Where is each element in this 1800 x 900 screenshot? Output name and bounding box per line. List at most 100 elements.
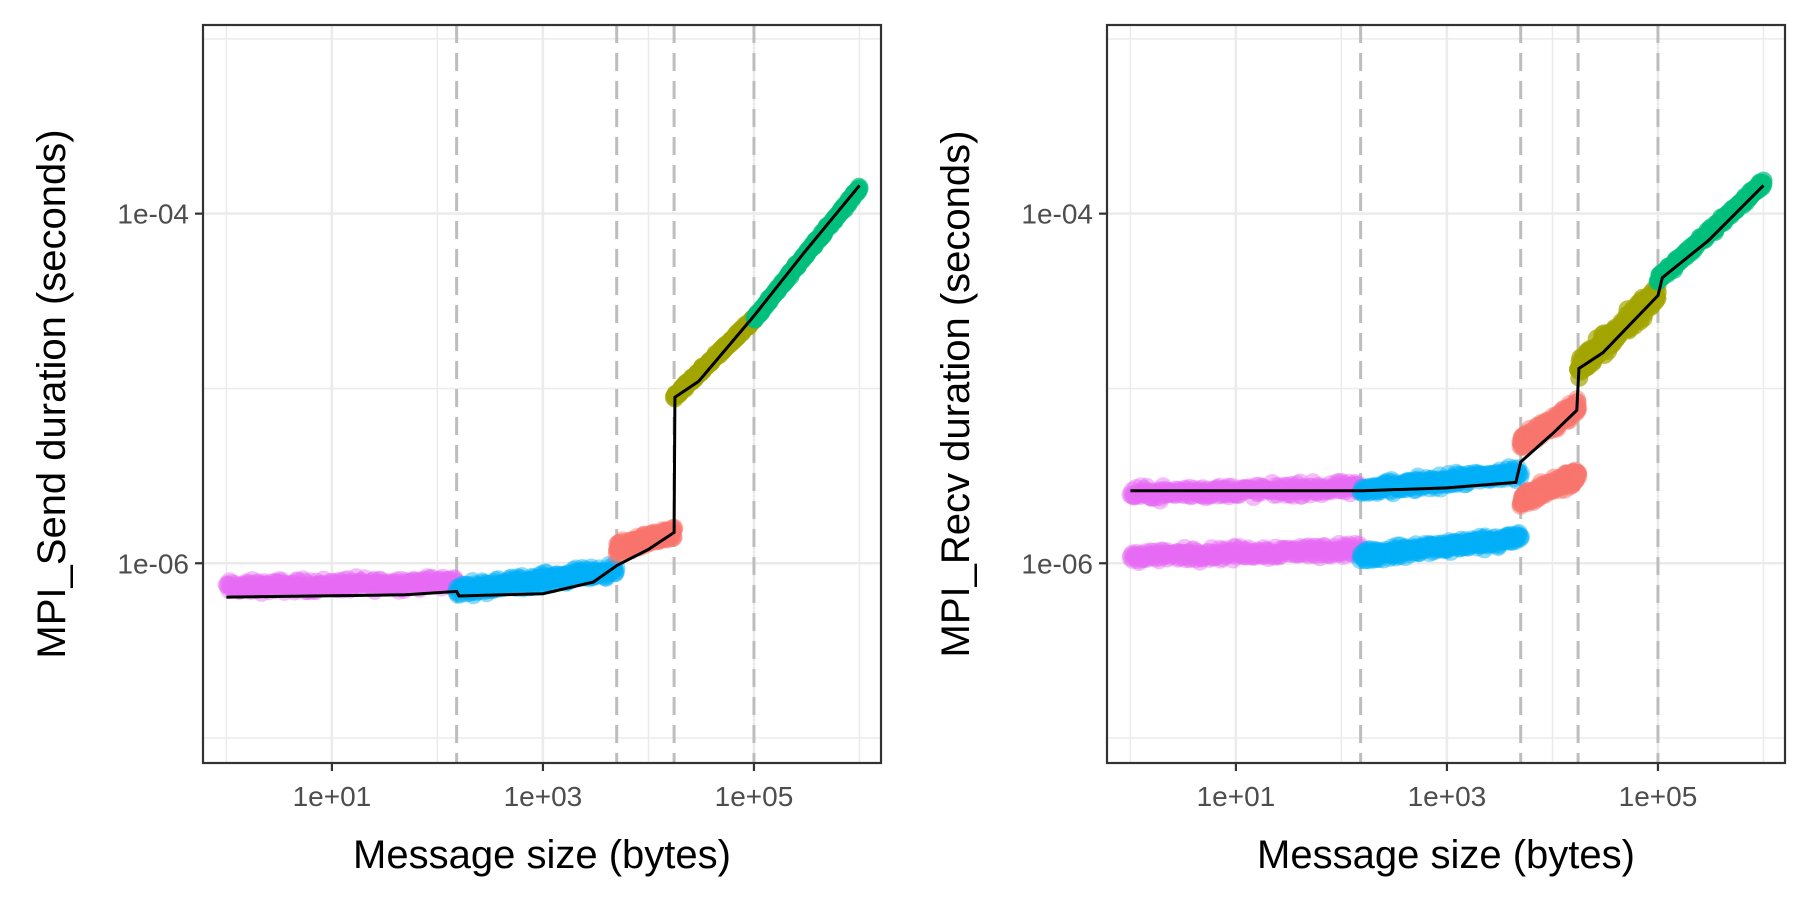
data-point xyxy=(1451,470,1470,489)
data-point xyxy=(548,565,567,584)
y-tick-label: 1e-06 xyxy=(1021,548,1093,579)
data-point xyxy=(1495,528,1514,547)
data-point xyxy=(385,576,404,595)
data-point xyxy=(1429,539,1448,558)
data-point xyxy=(1207,479,1226,498)
data-point xyxy=(349,572,368,591)
data-point xyxy=(1258,542,1277,561)
data-point xyxy=(222,574,241,593)
data-point xyxy=(620,533,639,552)
data-point xyxy=(441,571,460,590)
data-point xyxy=(1486,465,1504,484)
data-point xyxy=(625,532,644,551)
data-point xyxy=(1383,538,1401,557)
data-point xyxy=(1288,475,1307,494)
data-point xyxy=(1240,479,1258,498)
data-point xyxy=(1422,539,1441,558)
data-point xyxy=(1366,541,1385,560)
data-point xyxy=(1495,529,1514,548)
data-point xyxy=(228,579,247,598)
data-point xyxy=(1337,539,1356,558)
data-point xyxy=(541,570,560,589)
data-point xyxy=(1324,544,1343,563)
data-point xyxy=(637,526,656,545)
data-point xyxy=(1478,465,1496,484)
data-point xyxy=(1388,536,1406,555)
data-point xyxy=(484,579,503,597)
data-point xyxy=(1468,469,1487,488)
data-point xyxy=(613,540,632,559)
data-point xyxy=(1404,537,1423,556)
data-point xyxy=(1479,464,1497,483)
data-point xyxy=(1479,536,1497,555)
data-point xyxy=(359,575,378,593)
data-point xyxy=(643,524,662,543)
data-point xyxy=(1414,539,1433,558)
data-point xyxy=(576,560,594,579)
data-point xyxy=(1293,478,1312,497)
data-point xyxy=(1426,538,1445,557)
data-point xyxy=(1140,487,1159,506)
data-point xyxy=(1204,484,1223,503)
data-point xyxy=(1496,531,1515,550)
data-point xyxy=(1406,541,1425,560)
data-point xyxy=(506,571,525,590)
data-point xyxy=(1420,470,1439,489)
data-point xyxy=(550,568,569,587)
data-point xyxy=(1180,544,1199,563)
data-point xyxy=(1203,543,1222,562)
data-point xyxy=(653,526,672,545)
data-point xyxy=(356,574,375,593)
data-point xyxy=(1475,540,1494,559)
data-point xyxy=(1357,546,1376,565)
data-point xyxy=(1275,543,1294,562)
data-point xyxy=(1128,484,1147,503)
data-point xyxy=(355,574,374,593)
data-point xyxy=(1139,484,1158,503)
data-point xyxy=(1483,532,1502,551)
data-point xyxy=(1390,542,1409,561)
data-point xyxy=(544,570,563,589)
data-point xyxy=(259,579,278,598)
data-point xyxy=(285,574,303,593)
data-point xyxy=(1383,541,1401,560)
data-point xyxy=(1151,491,1170,510)
data-point xyxy=(333,576,352,595)
data-point xyxy=(608,541,626,560)
data-point xyxy=(410,571,429,590)
data-point xyxy=(1510,527,1529,546)
data-point xyxy=(1218,543,1237,562)
data-point xyxy=(424,571,442,590)
data-point xyxy=(1426,539,1445,557)
data-point xyxy=(417,568,436,587)
data-point xyxy=(1460,466,1479,485)
data-point xyxy=(1163,545,1182,564)
data-point xyxy=(623,533,642,551)
data-point xyxy=(326,573,345,592)
data-point xyxy=(1178,544,1197,562)
data-point xyxy=(1309,541,1328,560)
data-point xyxy=(1471,535,1490,554)
data-point xyxy=(1473,468,1492,486)
data-point xyxy=(643,527,662,546)
data-point xyxy=(610,535,629,554)
data-point xyxy=(1498,526,1517,545)
data-point xyxy=(1147,484,1166,503)
data-point xyxy=(619,540,638,559)
data-point xyxy=(1428,537,1447,556)
x-tick-label: 1e+05 xyxy=(1619,781,1698,812)
data-point xyxy=(1481,534,1500,553)
data-point xyxy=(547,565,566,584)
data-point xyxy=(328,576,347,595)
data-point xyxy=(503,572,522,591)
data-point xyxy=(630,535,649,554)
data-point xyxy=(1437,540,1456,558)
data-point xyxy=(630,530,648,548)
data-point xyxy=(1373,542,1392,561)
data-point xyxy=(1360,551,1379,570)
data-point xyxy=(226,575,245,593)
data-point xyxy=(1341,484,1360,503)
data-point xyxy=(1370,550,1389,568)
data-point xyxy=(391,578,410,597)
data-point xyxy=(1410,477,1429,496)
